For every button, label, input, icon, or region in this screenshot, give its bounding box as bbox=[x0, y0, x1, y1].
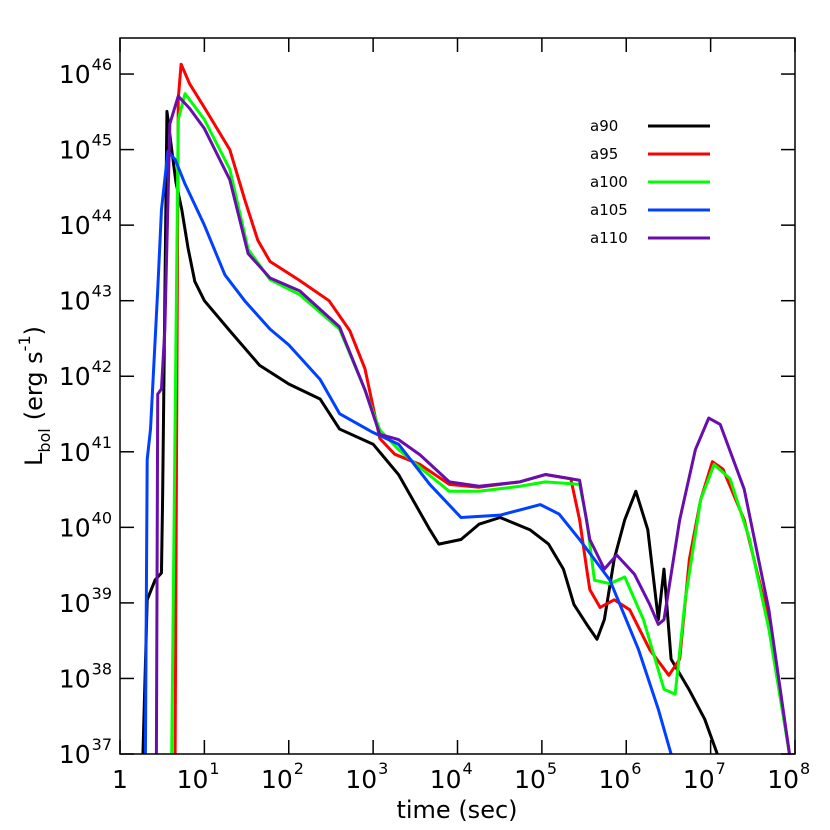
legend-label: a100 bbox=[590, 173, 628, 191]
x-tick-label-exponent: 5 bbox=[547, 759, 557, 778]
series-line bbox=[141, 109, 719, 754]
x-tick-label: 10 bbox=[683, 765, 715, 794]
plot-lines bbox=[141, 62, 791, 754]
y-tick-label: 10 bbox=[59, 211, 91, 240]
y-axis-title-part: ) bbox=[20, 326, 48, 335]
y-tick-label: 10 bbox=[59, 513, 91, 542]
x-tick-label: 10 bbox=[345, 765, 377, 794]
series-line bbox=[170, 92, 791, 754]
y-tick-label: 10 bbox=[59, 287, 91, 316]
x-tick-label-exponent: 6 bbox=[631, 759, 641, 778]
x-tick-label: 10 bbox=[177, 765, 209, 794]
y-axis-title-part: -1 bbox=[15, 335, 34, 351]
y-tick-label-exponent: 45 bbox=[92, 131, 112, 150]
y-tick-label: 10 bbox=[59, 60, 91, 89]
y-axis-title-part: bol bbox=[35, 428, 54, 452]
y-tick-label-exponent: 38 bbox=[92, 659, 112, 678]
y-tick-label-exponent: 42 bbox=[92, 357, 112, 376]
y-tick-label-exponent: 43 bbox=[92, 282, 112, 301]
legend-label: a95 bbox=[590, 145, 618, 163]
x-tick-label-exponent: 2 bbox=[294, 759, 304, 778]
y-tick-label-exponent: 46 bbox=[92, 55, 112, 74]
y-tick-label-exponent: 40 bbox=[92, 508, 112, 527]
y-tick-label-exponent: 37 bbox=[92, 735, 112, 754]
y-tick-label-exponent: 41 bbox=[92, 433, 112, 452]
y-tick-label: 10 bbox=[59, 664, 91, 693]
legend-label: a105 bbox=[590, 201, 628, 219]
x-tick-label-exponent: 4 bbox=[463, 759, 473, 778]
y-tick-label-exponent: 39 bbox=[92, 584, 112, 603]
y-axis-title-part: L bbox=[20, 452, 48, 466]
x-tick-label: 1 bbox=[112, 765, 128, 794]
x-tick-label: 10 bbox=[261, 765, 293, 794]
x-tick-label-exponent: 7 bbox=[716, 759, 726, 778]
series-line bbox=[143, 149, 673, 754]
x-tick-label-exponent: 1 bbox=[209, 759, 219, 778]
y-tick-label: 10 bbox=[59, 136, 91, 165]
x-tick-label-exponent: 3 bbox=[378, 759, 388, 778]
series-line bbox=[173, 62, 791, 754]
y-tick-label: 10 bbox=[59, 362, 91, 391]
y-tick-label-exponent: 44 bbox=[92, 206, 112, 225]
x-tick-label: 10 bbox=[598, 765, 630, 794]
y-axis-title-part: (erg s bbox=[20, 351, 48, 420]
x-tick-label-exponent: 8 bbox=[800, 759, 810, 778]
x-tick-label: 10 bbox=[514, 765, 546, 794]
legend-label: a90 bbox=[590, 117, 618, 135]
series-line bbox=[154, 94, 791, 754]
y-tick-label: 10 bbox=[59, 740, 91, 769]
y-tick-label: 10 bbox=[59, 438, 91, 467]
y-tick-label: 10 bbox=[59, 589, 91, 618]
legend-label: a110 bbox=[590, 229, 628, 247]
x-tick-label: 10 bbox=[430, 765, 462, 794]
x-axis-title: time (sec) bbox=[396, 796, 517, 824]
x-tick-label: 10 bbox=[767, 765, 799, 794]
plot-frame bbox=[119, 37, 796, 755]
